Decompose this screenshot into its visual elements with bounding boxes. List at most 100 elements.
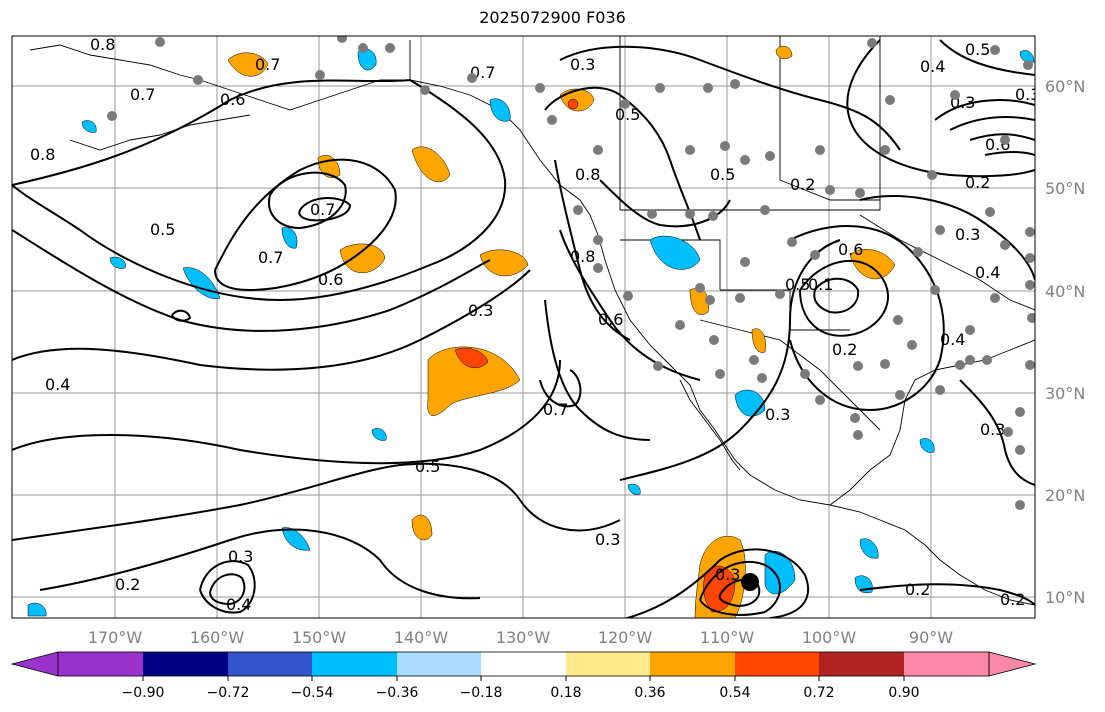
contour-label: 0.7 bbox=[258, 248, 283, 267]
colorbar-tick-label: −0.90 bbox=[122, 685, 165, 701]
colorbar-tick-label: −0.72 bbox=[207, 685, 250, 701]
colorbar-segment bbox=[904, 652, 989, 676]
contour-label: 0.3 bbox=[1015, 85, 1040, 104]
contour-label: 0.3 bbox=[765, 405, 790, 424]
negative-shading bbox=[109, 256, 126, 269]
negative-shading bbox=[81, 120, 97, 133]
contour-label: 0.5 bbox=[785, 275, 810, 294]
contour-label: 0.5 bbox=[150, 220, 175, 239]
positive-shading bbox=[227, 52, 269, 77]
positive-shading bbox=[427, 346, 521, 416]
contour-label: 0.4 bbox=[920, 57, 945, 76]
contour-label: 0.6 bbox=[838, 240, 863, 259]
negative-shading bbox=[859, 538, 879, 559]
colorbar-segment bbox=[312, 652, 397, 676]
negative-shading bbox=[764, 550, 796, 595]
lon-label: 160°W bbox=[190, 628, 245, 647]
contour-label: 0.5 bbox=[615, 105, 640, 124]
lat-label: 50°N bbox=[1045, 179, 1085, 198]
contour-lines bbox=[12, 39, 1035, 618]
colorbar-segment bbox=[481, 652, 566, 676]
positive-shading bbox=[339, 243, 386, 273]
contour-label: 0.5 bbox=[710, 165, 735, 184]
colorbar-tick-label: 0.36 bbox=[634, 685, 665, 701]
contour-label: 0.4 bbox=[940, 330, 965, 349]
latitude-labels: 60°N 50°N 40°N 30°N 20°N 10°N bbox=[1045, 77, 1085, 607]
colorbar-segment bbox=[143, 652, 228, 676]
contour-label: 0.7 bbox=[543, 400, 568, 419]
colorbar-extend-low bbox=[10, 651, 59, 677]
positive-shading bbox=[775, 45, 793, 60]
colorbar-segment bbox=[58, 652, 143, 676]
contour-label: 0.8 bbox=[90, 35, 115, 54]
contour-label: 0.2 bbox=[965, 173, 990, 192]
contour-label: 0.2 bbox=[115, 575, 140, 594]
negative-shading bbox=[371, 428, 387, 441]
map-title: 2025072900 F036 bbox=[479, 8, 626, 27]
longitude-labels: 170°W 160°W 150°W 140°W 130°W 120°W 110°… bbox=[88, 628, 953, 647]
colorbar-segment bbox=[735, 652, 819, 676]
contour-label: 0.5 bbox=[965, 40, 990, 59]
colorbar-extend-high bbox=[988, 651, 1037, 677]
contour-label: 0.2 bbox=[1000, 590, 1025, 609]
negative-shading bbox=[1019, 50, 1035, 63]
lat-label: 30°N bbox=[1045, 384, 1085, 403]
contour-label: 0.7 bbox=[255, 55, 280, 74]
negative-shading bbox=[489, 98, 511, 122]
lon-label: 90°W bbox=[909, 628, 953, 647]
lon-label: 100°W bbox=[802, 628, 857, 647]
contour-label: 0.3 bbox=[570, 55, 595, 74]
contour-label: 0.6 bbox=[220, 90, 245, 109]
contour-label: 0.7 bbox=[130, 85, 155, 104]
station-markers bbox=[107, 36, 1035, 510]
contour-label: 0.2 bbox=[832, 340, 857, 359]
colorbar-tick-label: −0.18 bbox=[460, 685, 503, 701]
positive-shading bbox=[411, 146, 451, 183]
colorbar-segment bbox=[650, 652, 735, 676]
colorbar-tick-label: 0.90 bbox=[888, 685, 919, 701]
colorbar-tick-label: 0.72 bbox=[803, 685, 834, 701]
contour-label: 0.3 bbox=[228, 547, 253, 566]
strong-positive-shading bbox=[567, 98, 579, 110]
contour-label: 0.8 bbox=[30, 145, 55, 164]
colorbar-segment bbox=[228, 652, 312, 676]
negative-shading bbox=[627, 483, 641, 495]
contour-label: 0.3 bbox=[468, 301, 493, 320]
contour-label: 0.4 bbox=[226, 595, 251, 614]
map-frame bbox=[11, 35, 1036, 619]
positive-shading bbox=[849, 249, 896, 280]
lat-label: 20°N bbox=[1045, 486, 1085, 505]
lon-label: 140°W bbox=[394, 628, 449, 647]
lon-label: 110°W bbox=[700, 628, 755, 647]
contour-label: 0.4 bbox=[975, 263, 1000, 282]
lat-label: 40°N bbox=[1045, 282, 1085, 301]
positive-shading bbox=[479, 249, 529, 277]
contour-label: 0.2 bbox=[905, 580, 930, 599]
contour-label: 0.7 bbox=[310, 200, 335, 219]
contour-label: 0.3 bbox=[980, 420, 1005, 439]
low-center-marker bbox=[741, 573, 759, 591]
colorbar-segment bbox=[566, 652, 650, 676]
shaded-areas bbox=[27, 45, 1035, 618]
contour-label: 0.2 bbox=[790, 175, 815, 194]
contour-label: 0.1 bbox=[808, 275, 833, 294]
colorbar-tick-label: 0.18 bbox=[550, 685, 581, 701]
lon-label: 170°W bbox=[88, 628, 143, 647]
negative-shading bbox=[919, 438, 935, 453]
lon-label: 150°W bbox=[292, 628, 347, 647]
negative-shading bbox=[281, 227, 298, 249]
lon-label: 120°W bbox=[598, 628, 653, 647]
colorbar-tick-label: −0.36 bbox=[376, 685, 419, 701]
contour-label: 0.8 bbox=[575, 165, 600, 184]
contour-label: 0.5 bbox=[415, 457, 440, 476]
contour-label: 0.4 bbox=[45, 375, 70, 394]
contour-label: 0.6 bbox=[318, 270, 343, 289]
negative-shading bbox=[649, 235, 701, 270]
lon-label: 130°W bbox=[496, 628, 551, 647]
colorbar-segment bbox=[819, 652, 904, 676]
lat-label: 60°N bbox=[1045, 77, 1085, 96]
colorbar-segment bbox=[397, 652, 481, 676]
contour-label: 0.6 bbox=[598, 310, 623, 329]
colorbar: −0.90 −0.72 −0.54 −0.36 −0.18 0.18 0.36 … bbox=[10, 651, 1037, 701]
